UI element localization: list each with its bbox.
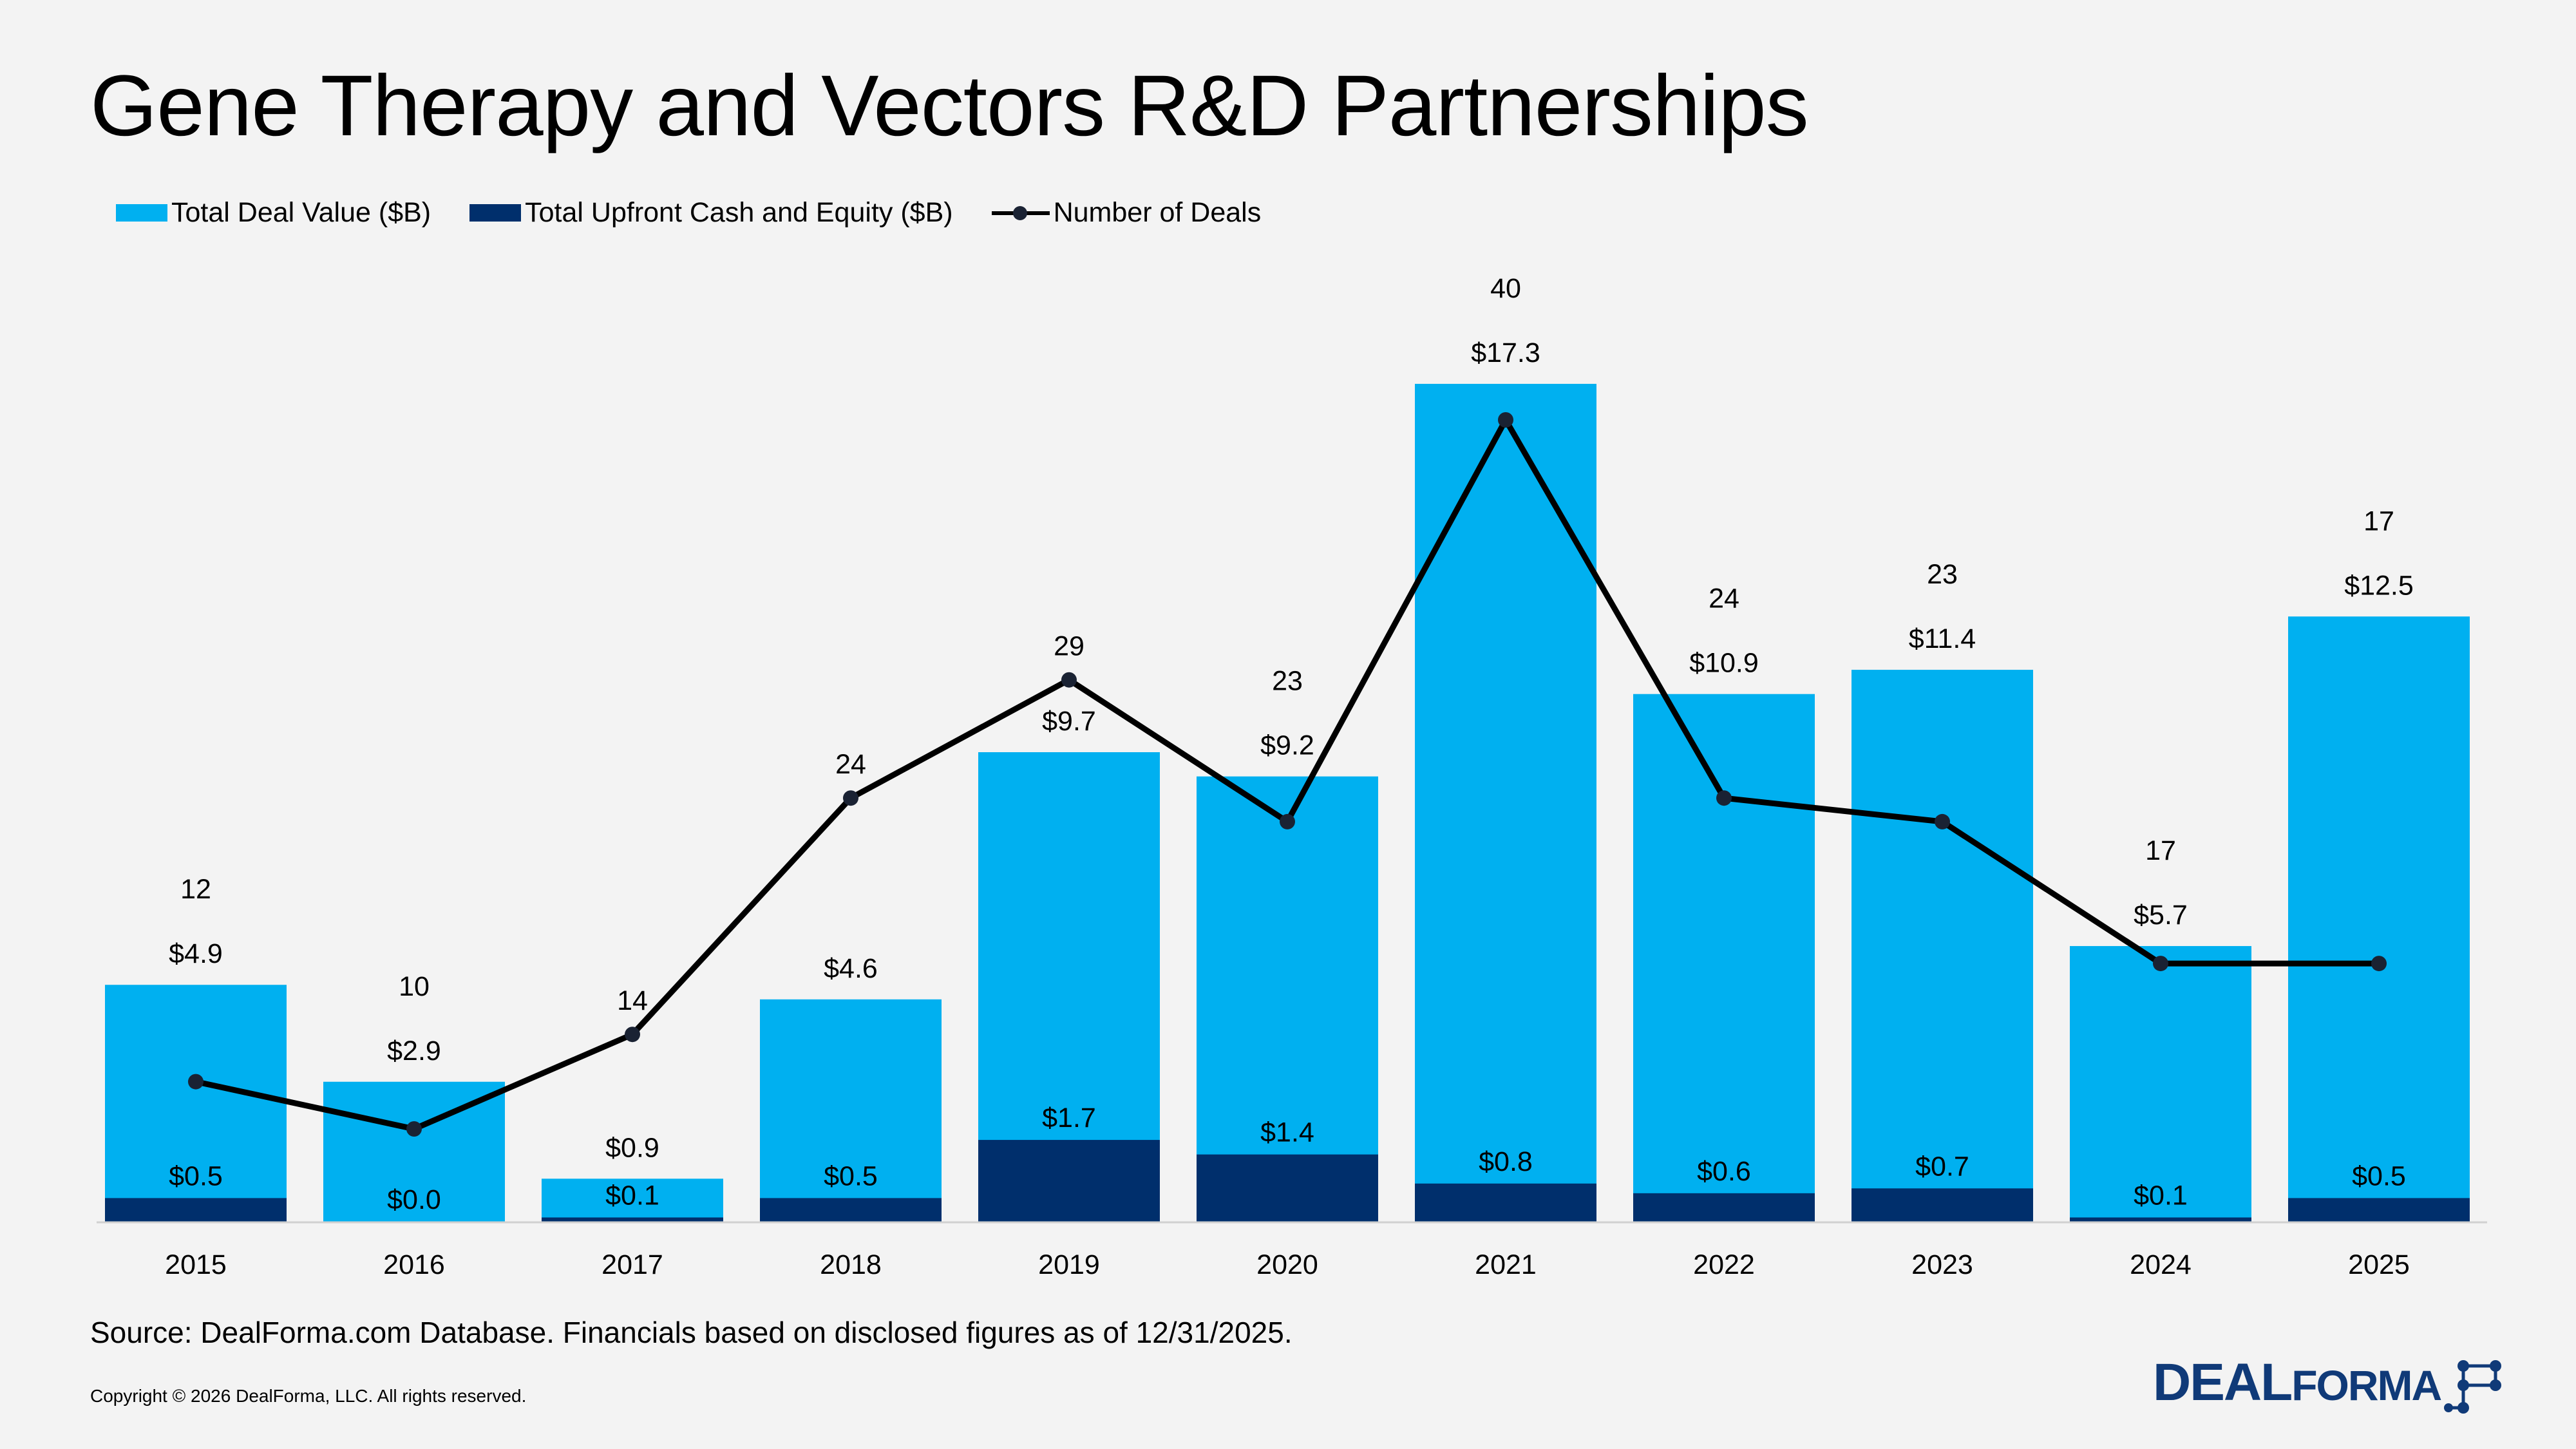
x-tick-2021: 2021 bbox=[1475, 1249, 1537, 1280]
label-number-of-deals-2023: 23 bbox=[1927, 559, 1958, 590]
legend-swatch-total-deal-value bbox=[116, 204, 167, 222]
point-number-of-deals-2023 bbox=[1935, 813, 1950, 829]
bar-upfront-2017 bbox=[542, 1217, 723, 1222]
bar-upfront-2019 bbox=[978, 1140, 1160, 1222]
point-number-of-deals-2019 bbox=[1061, 672, 1077, 688]
point-number-of-deals-2017 bbox=[625, 1027, 640, 1043]
legend-item-total-upfront: Total Upfront Cash and Equity ($B) bbox=[469, 197, 953, 229]
label-number-of-deals-2015: 12 bbox=[180, 874, 211, 905]
legend-item-total-deal-value: Total Deal Value ($B) bbox=[116, 197, 431, 229]
point-number-of-deals-2020 bbox=[1280, 813, 1295, 829]
point-number-of-deals-2024 bbox=[2153, 956, 2168, 972]
x-tick-2016: 2016 bbox=[383, 1249, 445, 1280]
label-upfront-2016: $0.0 bbox=[387, 1184, 441, 1215]
x-tick-2020: 2020 bbox=[1256, 1249, 1318, 1280]
x-tick-2024: 2024 bbox=[2130, 1249, 2192, 1280]
source-note: Source: DealForma.com Database. Financia… bbox=[90, 1316, 1293, 1349]
label-upfront-2021: $0.8 bbox=[1479, 1146, 1533, 1177]
point-number-of-deals-2016 bbox=[406, 1121, 422, 1137]
x-tick-2022: 2022 bbox=[1693, 1249, 1755, 1280]
bar-total-deal-value-2025 bbox=[2288, 616, 2470, 1222]
x-tick-2018: 2018 bbox=[820, 1249, 882, 1280]
point-number-of-deals-2015 bbox=[188, 1074, 204, 1090]
bar-total-deal-value-2020 bbox=[1197, 776, 1378, 1222]
legend-label-total-deal-value: Total Deal Value ($B) bbox=[171, 197, 431, 228]
bar-total-deal-value-2017 bbox=[542, 1179, 723, 1222]
label-number-of-deals-2017: 14 bbox=[617, 985, 648, 1016]
bar-upfront-2024 bbox=[2070, 1217, 2251, 1222]
bar-total-deal-value-2023 bbox=[1852, 670, 2033, 1222]
logo-network-icon bbox=[2444, 1360, 2502, 1414]
bar-upfront-2021 bbox=[1415, 1183, 1596, 1222]
legend-label-total-upfront: Total Upfront Cash and Equity ($B) bbox=[525, 197, 953, 228]
label-total-deal-value-2024: $5.7 bbox=[2134, 900, 2188, 931]
logo-text-deal: DEAL bbox=[2153, 1353, 2293, 1412]
bar-total-deal-value-2018 bbox=[760, 999, 942, 1222]
label-number-of-deals-2021: 40 bbox=[1490, 273, 1521, 304]
chart-title: Gene Therapy and Vectors R&D Partnership… bbox=[90, 58, 1809, 154]
bar-upfront-2023 bbox=[1852, 1188, 2033, 1222]
label-upfront-2019: $1.7 bbox=[1042, 1103, 1096, 1133]
x-tick-2017: 2017 bbox=[601, 1249, 663, 1280]
bar-total-deal-value-2022 bbox=[1633, 694, 1815, 1222]
bar-upfront-2020 bbox=[1197, 1154, 1378, 1222]
bar-upfront-2018 bbox=[760, 1198, 942, 1222]
x-tick-2019: 2019 bbox=[1038, 1249, 1100, 1280]
label-number-of-deals-2020: 23 bbox=[1272, 666, 1303, 697]
label-number-of-deals-2019: 29 bbox=[1054, 631, 1084, 662]
label-upfront-2020: $1.4 bbox=[1260, 1117, 1314, 1148]
logo-text-forma: FORMA bbox=[2291, 1361, 2442, 1409]
label-upfront-2017: $0.1 bbox=[605, 1180, 659, 1211]
label-total-deal-value-2019: $9.7 bbox=[1042, 706, 1096, 737]
label-number-of-deals-2016: 10 bbox=[399, 971, 430, 1002]
label-number-of-deals-2018: 24 bbox=[835, 749, 866, 780]
label-total-deal-value-2023: $11.4 bbox=[1909, 623, 1976, 654]
label-upfront-2022: $0.6 bbox=[1697, 1156, 1751, 1187]
label-total-deal-value-2017: $0.9 bbox=[605, 1132, 659, 1163]
label-total-deal-value-2021: $17.3 bbox=[1471, 337, 1540, 368]
label-upfront-2024: $0.1 bbox=[2134, 1180, 2188, 1211]
point-number-of-deals-2021 bbox=[1498, 412, 1513, 428]
label-total-deal-value-2015: $4.9 bbox=[169, 938, 223, 969]
label-number-of-deals-2024: 17 bbox=[2145, 835, 2176, 866]
label-upfront-2023: $0.7 bbox=[1915, 1151, 1969, 1182]
label-total-deal-value-2022: $10.9 bbox=[1689, 648, 1759, 679]
label-upfront-2015: $0.5 bbox=[169, 1160, 223, 1191]
dealforma-logo: DEALFORMA bbox=[2153, 1356, 2505, 1414]
label-total-deal-value-2018: $4.6 bbox=[824, 953, 878, 984]
legend-swatch-total-upfront bbox=[469, 204, 522, 222]
label-total-deal-value-2020: $9.2 bbox=[1260, 730, 1314, 761]
chart-legend: Total Deal Value ($B) Total Upfront Cash… bbox=[116, 197, 1261, 229]
bar-upfront-2022 bbox=[1633, 1193, 1815, 1222]
label-number-of-deals-2025: 17 bbox=[2363, 506, 2394, 536]
label-upfront-2025: $0.5 bbox=[2352, 1160, 2406, 1191]
copyright-note: Copyright © 2026 DealForma, LLC. All rig… bbox=[90, 1386, 527, 1406]
legend-label-number-of-deals: Number of Deals bbox=[1053, 197, 1262, 228]
logo-wordmark: DEALFORMA bbox=[2153, 1353, 2442, 1412]
legend-swatch-number-of-deals bbox=[991, 204, 1050, 222]
bar-upfront-2025 bbox=[2288, 1198, 2470, 1222]
label-total-deal-value-2025: $12.5 bbox=[2344, 570, 2414, 601]
bar-total-deal-value-2024 bbox=[2070, 946, 2251, 1222]
bar-total-deal-value-2015 bbox=[105, 985, 287, 1222]
x-tick-2025: 2025 bbox=[2348, 1249, 2410, 1280]
legend-item-number-of-deals: Number of Deals bbox=[991, 197, 1262, 229]
label-upfront-2018: $0.5 bbox=[824, 1160, 878, 1191]
point-number-of-deals-2025 bbox=[2371, 956, 2387, 972]
bar-upfront-2015 bbox=[105, 1198, 287, 1222]
x-tick-2023: 2023 bbox=[1911, 1249, 1973, 1280]
label-total-deal-value-2016: $2.9 bbox=[387, 1036, 441, 1066]
x-tick-2015: 2015 bbox=[165, 1249, 227, 1280]
point-number-of-deals-2018 bbox=[843, 790, 858, 806]
label-number-of-deals-2022: 24 bbox=[1709, 583, 1739, 614]
point-number-of-deals-2022 bbox=[1716, 790, 1732, 806]
bar-total-deal-value-2021 bbox=[1415, 384, 1596, 1222]
